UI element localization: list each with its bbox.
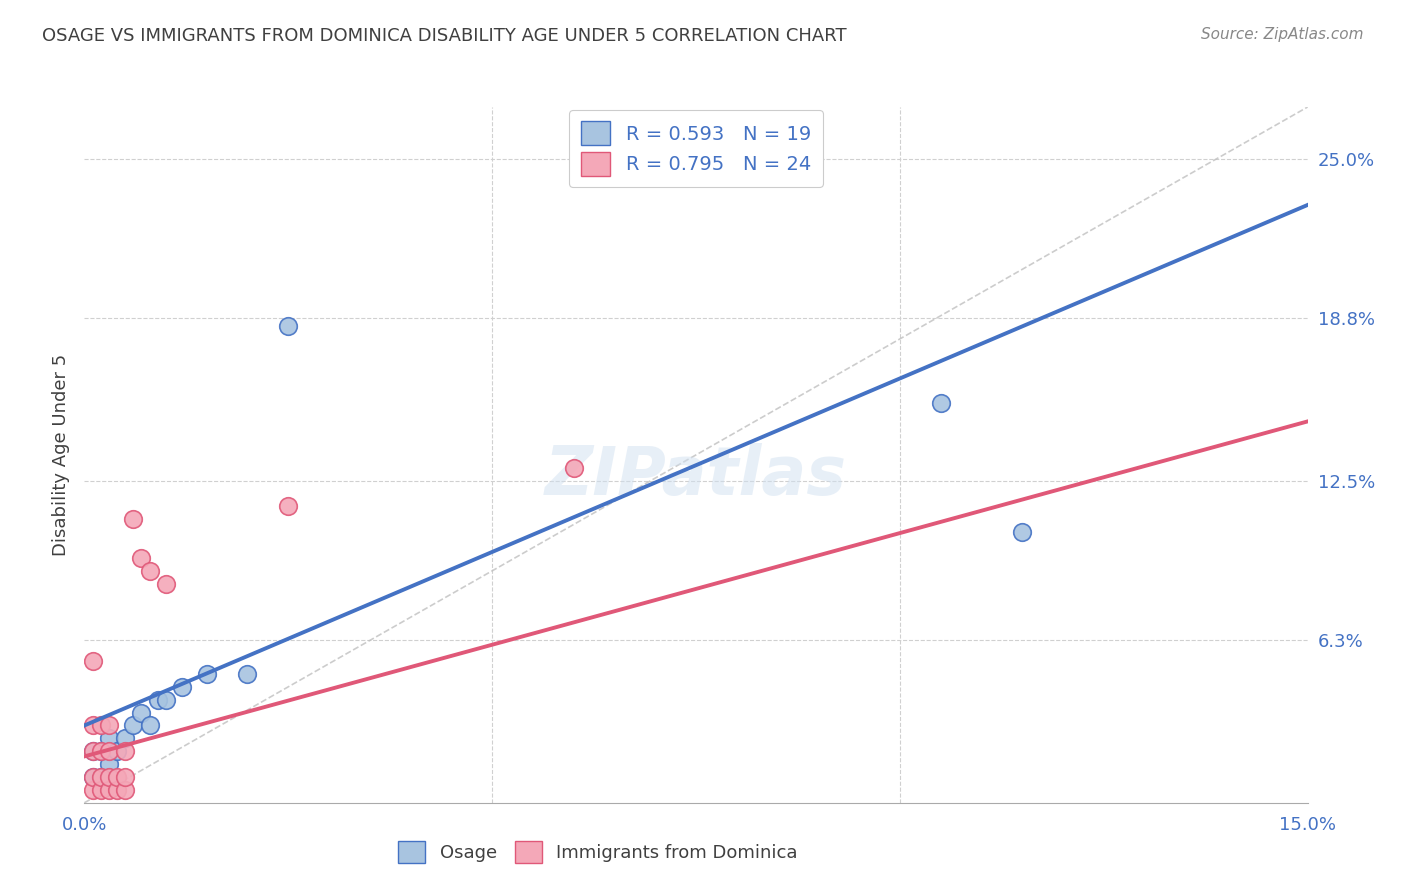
Point [122, 718, 145, 732]
Text: Source: ZipAtlas.com: Source: ZipAtlas.com [1201, 27, 1364, 42]
Point [90, 718, 112, 732]
Point [97, 783, 120, 797]
Point [1011, 525, 1033, 540]
Point [97, 757, 120, 772]
Point [97, 718, 120, 732]
Point [122, 512, 145, 526]
Point [114, 731, 136, 746]
Point [82, 654, 104, 668]
Point [114, 744, 136, 758]
Point [82, 783, 104, 797]
Point [146, 692, 169, 706]
Point [277, 500, 299, 514]
Text: ZIPatlas: ZIPatlas [546, 442, 846, 508]
Point [277, 319, 299, 334]
Point [195, 667, 218, 681]
Point [90, 770, 112, 784]
Legend: Osage, Immigrants from Dominica: Osage, Immigrants from Dominica [391, 834, 806, 871]
Point [138, 718, 160, 732]
Point [131, 551, 153, 566]
Point [90, 744, 112, 758]
Y-axis label: Disability Age Under 5: Disability Age Under 5 [52, 354, 70, 556]
Point [90, 783, 112, 797]
Point [562, 460, 585, 475]
Point [82, 770, 104, 784]
Point [82, 718, 104, 732]
Point [82, 744, 104, 758]
Point [105, 744, 128, 758]
Point [138, 564, 160, 578]
Point [105, 770, 128, 784]
Point [114, 783, 136, 797]
Point [131, 706, 153, 720]
Point [114, 770, 136, 784]
Point [97, 744, 120, 758]
Point [236, 667, 259, 681]
Point [929, 396, 952, 410]
Point [97, 731, 120, 746]
Point [155, 692, 177, 706]
Point [105, 783, 128, 797]
Point [90, 770, 112, 784]
Point [155, 576, 177, 591]
Point [97, 770, 120, 784]
Point [82, 770, 104, 784]
Point [82, 744, 104, 758]
Text: OSAGE VS IMMIGRANTS FROM DOMINICA DISABILITY AGE UNDER 5 CORRELATION CHART: OSAGE VS IMMIGRANTS FROM DOMINICA DISABI… [42, 27, 846, 45]
Point [172, 680, 194, 694]
Point [90, 744, 112, 758]
